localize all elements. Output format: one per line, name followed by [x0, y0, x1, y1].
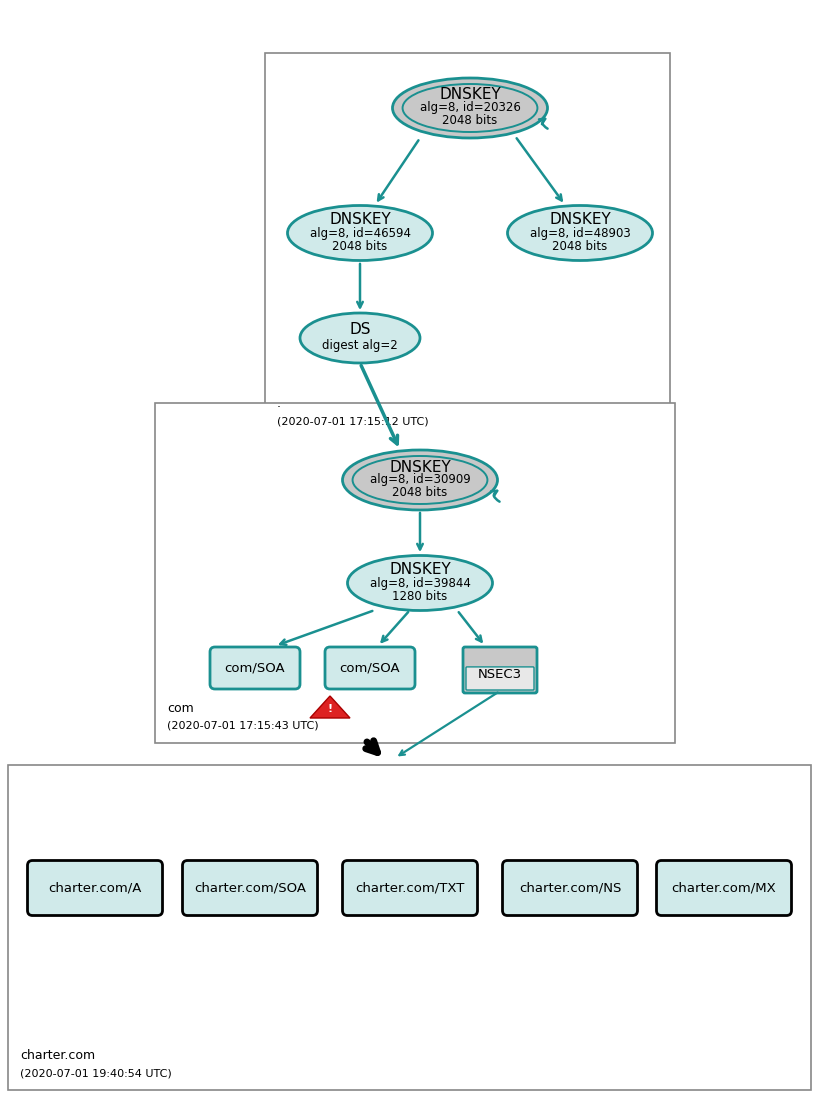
- Text: 2048 bits: 2048 bits: [552, 239, 608, 253]
- Ellipse shape: [392, 78, 547, 138]
- Text: (2020-07-01 17:15:12 UTC): (2020-07-01 17:15:12 UTC): [277, 416, 428, 426]
- Ellipse shape: [287, 205, 432, 260]
- Ellipse shape: [342, 450, 497, 509]
- FancyBboxPatch shape: [342, 861, 477, 916]
- Text: charter.com: charter.com: [20, 1049, 95, 1062]
- FancyBboxPatch shape: [503, 861, 637, 916]
- Text: DNSKEY: DNSKEY: [549, 213, 611, 227]
- Text: charter.com/MX: charter.com/MX: [672, 882, 776, 895]
- Text: 2048 bits: 2048 bits: [442, 114, 498, 127]
- Polygon shape: [310, 696, 350, 718]
- Text: alg=8, id=30909: alg=8, id=30909: [369, 473, 470, 486]
- Text: com/SOA: com/SOA: [224, 661, 285, 674]
- FancyBboxPatch shape: [210, 647, 300, 690]
- FancyBboxPatch shape: [28, 861, 162, 916]
- Text: .: .: [277, 397, 281, 410]
- FancyBboxPatch shape: [183, 861, 318, 916]
- Text: NSEC3: NSEC3: [478, 668, 522, 681]
- Text: 1280 bits: 1280 bits: [392, 590, 448, 603]
- Text: digest alg=2: digest alg=2: [322, 339, 398, 352]
- Text: charter.com/TXT: charter.com/TXT: [355, 882, 464, 895]
- FancyBboxPatch shape: [325, 647, 415, 690]
- Text: DNSKEY: DNSKEY: [389, 562, 451, 578]
- Text: alg=8, id=48903: alg=8, id=48903: [530, 226, 631, 239]
- FancyBboxPatch shape: [265, 53, 670, 438]
- FancyBboxPatch shape: [8, 765, 811, 1090]
- Text: 2048 bits: 2048 bits: [333, 239, 387, 253]
- FancyBboxPatch shape: [466, 666, 534, 690]
- Text: DNSKEY: DNSKEY: [389, 459, 451, 474]
- FancyBboxPatch shape: [463, 647, 537, 693]
- Text: alg=8, id=39844: alg=8, id=39844: [369, 576, 470, 590]
- Text: (2020-07-01 17:15:43 UTC): (2020-07-01 17:15:43 UTC): [167, 721, 319, 731]
- Text: DNSKEY: DNSKEY: [329, 213, 391, 227]
- Text: (2020-07-01 19:40:54 UTC): (2020-07-01 19:40:54 UTC): [20, 1068, 172, 1078]
- Text: charter.com/SOA: charter.com/SOA: [194, 882, 306, 895]
- FancyBboxPatch shape: [657, 861, 791, 916]
- Text: charter.com/NS: charter.com/NS: [518, 882, 621, 895]
- Ellipse shape: [300, 313, 420, 363]
- Text: com: com: [167, 702, 194, 715]
- Text: com/SOA: com/SOA: [340, 661, 400, 674]
- Ellipse shape: [508, 205, 653, 260]
- Text: alg=8, id=46594: alg=8, id=46594: [310, 226, 410, 239]
- Text: DNSKEY: DNSKEY: [439, 88, 501, 102]
- Text: 2048 bits: 2048 bits: [392, 486, 448, 500]
- Ellipse shape: [347, 556, 492, 610]
- FancyBboxPatch shape: [155, 403, 675, 743]
- Text: DS: DS: [349, 323, 371, 337]
- Text: charter.com/A: charter.com/A: [48, 882, 142, 895]
- Text: alg=8, id=20326: alg=8, id=20326: [419, 101, 520, 114]
- Text: !: !: [328, 704, 333, 714]
